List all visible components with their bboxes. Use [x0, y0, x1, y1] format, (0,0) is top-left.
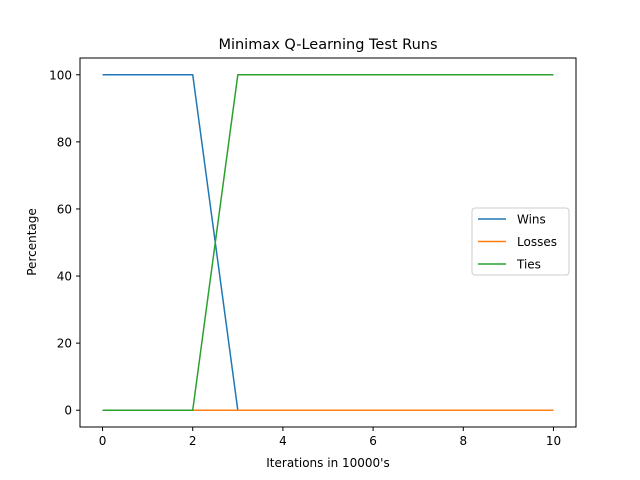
- x-tick-label: 0: [99, 434, 107, 448]
- series-line-ties: [102, 74, 554, 411]
- x-tick-label: 10: [546, 434, 561, 448]
- x-axis-label: Iterations in 10000's: [266, 456, 389, 470]
- y-axis: 0 20 40 60 80 100: [49, 68, 80, 418]
- legend-label-ties: Ties: [516, 258, 541, 272]
- y-tick-label: 20: [57, 337, 72, 351]
- legend-box: [471, 207, 570, 276]
- x-tick-label: 6: [369, 434, 377, 448]
- y-tick-label: 0: [64, 404, 72, 418]
- y-tick-label: 100: [49, 68, 72, 82]
- y-tick-label: 40: [57, 270, 72, 284]
- plot-frame: [79, 57, 577, 428]
- x-axis: 0 2 4 6 8 10: [99, 427, 561, 448]
- x-tick-label: 8: [459, 434, 467, 448]
- chart-title: Minimax Q-Learning Test Runs: [218, 37, 437, 53]
- legend-label-wins: Wins: [517, 213, 546, 227]
- y-axis-label: Percentage: [25, 208, 39, 276]
- x-tick-label: 2: [189, 434, 197, 448]
- y-tick-label: 80: [57, 135, 72, 149]
- legend-label-losses: Losses: [517, 235, 557, 249]
- y-tick-label: 60: [57, 202, 72, 216]
- series-layer: [102, 74, 554, 411]
- x-tick-label: 4: [279, 434, 287, 448]
- legend: Wins Losses Ties: [471, 207, 570, 276]
